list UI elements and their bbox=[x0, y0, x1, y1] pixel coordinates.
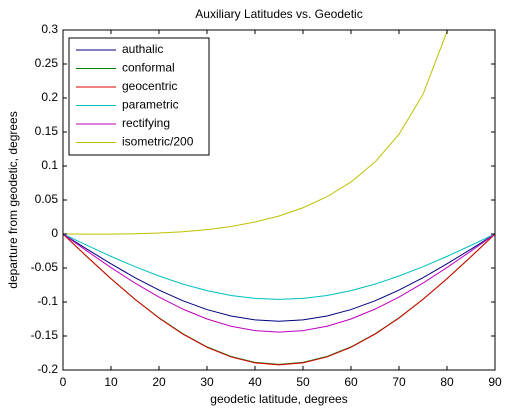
x-tick-label: 60 bbox=[344, 375, 358, 389]
series-line bbox=[63, 233, 495, 322]
legend-label: authalic bbox=[122, 42, 163, 56]
x-axis-label: geodetic latitude, degrees bbox=[210, 392, 347, 406]
x-tick-label: 30 bbox=[200, 375, 214, 389]
y-tick-label: -0.15 bbox=[31, 328, 59, 342]
legend-label: conformal bbox=[122, 61, 175, 75]
x-tick-label: 90 bbox=[488, 375, 502, 389]
series-line bbox=[63, 233, 495, 333]
x-tick-label: 80 bbox=[440, 375, 454, 389]
x-tick-label: 50 bbox=[296, 375, 310, 389]
chart-title: Auxiliary Latitudes vs. Geodetic bbox=[195, 7, 362, 21]
legend: authalic conformal geocentric parametric rec… bbox=[68, 37, 210, 156]
y-tick-label: 0.05 bbox=[35, 192, 59, 206]
x-tick-label: 70 bbox=[392, 375, 406, 389]
x-tick-label: 20 bbox=[152, 375, 166, 389]
x-tick-label: 10 bbox=[104, 375, 118, 389]
y-axis-label: departure from geodetic, degrees bbox=[6, 111, 20, 288]
y-tick-label: 0.1 bbox=[41, 158, 58, 172]
y-tick-label: 0.3 bbox=[41, 22, 58, 36]
y-tick-label: -0.1 bbox=[37, 294, 58, 308]
y-tick-label: 0.2 bbox=[41, 90, 58, 104]
legend-label: isometric/200 bbox=[122, 135, 194, 149]
legend-box bbox=[68, 37, 210, 156]
y-tick-label: 0 bbox=[51, 226, 58, 240]
series-group bbox=[63, 30, 495, 366]
legend-label: geocentric bbox=[122, 79, 177, 93]
series-line bbox=[63, 233, 495, 366]
y-tick-label: -0.05 bbox=[31, 260, 59, 274]
x-tick-label: 0 bbox=[60, 375, 67, 389]
legend-label: parametric bbox=[122, 98, 179, 112]
legend-label: rectifying bbox=[122, 116, 170, 130]
y-tick-label: 0.25 bbox=[35, 56, 59, 70]
series-line bbox=[63, 30, 448, 235]
x-tick-label: 40 bbox=[248, 375, 262, 389]
y-tick-label: 0.15 bbox=[35, 124, 59, 138]
series-line bbox=[63, 233, 495, 300]
y-tick-label: -0.2 bbox=[37, 362, 58, 376]
